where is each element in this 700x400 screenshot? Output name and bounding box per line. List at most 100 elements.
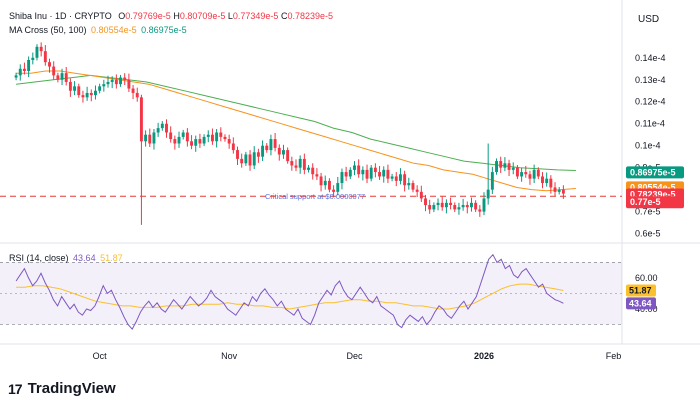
candle [520,172,524,177]
candle [507,163,511,170]
candle [94,90,97,96]
candle [60,73,64,80]
ma-slow-value: 0.86975e-5 [141,25,187,35]
time-tick-label: 2026 [474,351,494,361]
candle [135,92,139,98]
candle [282,150,285,155]
currency-label[interactable]: USD [638,14,660,25]
price-tick-label: 0.13e-4 [635,75,666,85]
rsi-tick-label: 60.00 [635,273,658,283]
symbol-title: Shiba Inu · 1D · CRYPTO [9,11,112,21]
candle [127,79,131,89]
candle [240,158,244,164]
candle [528,174,532,179]
ma-fast-value: 0.80554e-5 [91,25,137,35]
candle [102,84,106,87]
candle [139,97,143,142]
candle [340,172,344,184]
support-annotation: Critical support at $0.0000077 [265,192,365,201]
candle [277,147,281,155]
candle [165,123,168,133]
candle [286,150,290,162]
candle [231,143,235,151]
candle [190,141,194,146]
candle [206,134,210,137]
candle [261,145,265,157]
candle [465,205,469,208]
candle [449,202,453,206]
candle [56,75,60,80]
candle [77,86,81,96]
candle [474,202,478,210]
ma-fast-line [16,70,576,192]
candle [144,134,148,142]
candle [461,205,465,208]
candle [31,57,35,60]
candle [210,134,214,142]
close-value: 0.78239e-5 [287,11,333,21]
candle [194,139,198,146]
candle [106,81,110,85]
candle [336,183,340,192]
candle [148,134,152,144]
candle [486,189,490,199]
rsi-badge [626,297,656,310]
candle [48,62,51,67]
price-tick-label: 0.7e-5 [635,207,661,217]
price-tick-label: 0.1e-4 [635,141,661,151]
open-label: O [118,11,126,21]
candle [386,169,390,179]
candle [561,189,565,194]
ma-cross-label: MA Cross (50, 100) [9,25,87,35]
tradingview-logo-icon: 17 [8,380,23,397]
candle [81,95,85,98]
candle [311,167,315,175]
ma-slow-line [16,74,576,171]
rsi-line [15,253,564,330]
candle [215,132,219,142]
candle [536,169,540,177]
candle [302,158,306,170]
candle [18,68,22,76]
ma-legend: MA Cross (50, 100) 0.80554e-5 0.86975e-5 [9,25,187,35]
candle [27,59,31,71]
candle [89,92,93,96]
price-tick-label: 0.14e-4 [635,53,666,63]
candle [411,183,415,190]
time-tick-label: Dec [346,351,363,361]
candle [131,88,135,93]
candle [378,172,382,177]
rsi-ma-badge [626,284,656,297]
candle [453,205,457,210]
time-tick-label: Nov [221,351,238,361]
candle [436,202,440,206]
candle [478,209,482,212]
candle [415,189,419,192]
candle [490,172,494,190]
rsi-ma-badge-label: 51.87 [629,286,652,296]
candle [369,167,373,179]
candle [290,161,294,166]
candle [227,139,231,144]
candle [382,169,386,177]
candle [503,163,507,168]
time-tick-label: Feb [606,351,622,361]
candle [98,86,102,91]
price-level-label: 0.78239e-5 [630,190,676,200]
candle [152,132,156,144]
candle [545,178,549,184]
candle [14,75,18,78]
candle [173,139,177,144]
candle [365,169,369,179]
brand-name: TradingView [27,380,116,397]
price-level-label: 0.86975e-5 [630,167,676,177]
candle [256,152,260,157]
candle [202,136,206,144]
close-label: C [280,11,288,21]
candle [177,136,181,144]
candle [315,174,319,177]
candle [198,139,202,144]
candle [110,79,114,82]
candle [444,202,448,208]
